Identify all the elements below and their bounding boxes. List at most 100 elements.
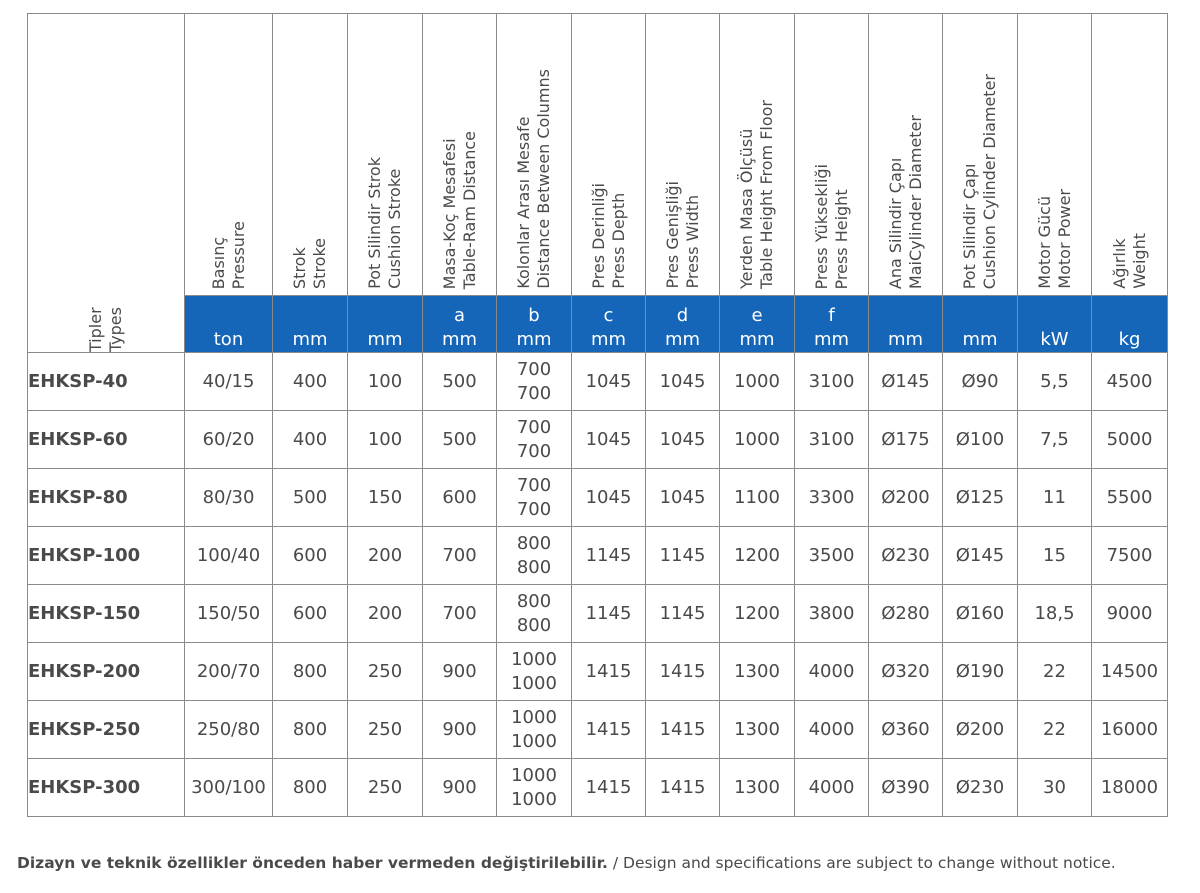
main-dia-cell: Ø175 <box>868 410 943 469</box>
weight-cell: 5000 <box>1091 410 1168 469</box>
table-row: EHKSP-80 80/30 500 150 600 700 700 1045 1045 1100… <box>27 468 1168 527</box>
column-distance-value: 700 <box>516 498 552 520</box>
header-tr: Strok <box>290 247 309 289</box>
weight-header: Ağırlık Weight <box>1091 13 1168 296</box>
e-cell: 1200 <box>719 526 795 585</box>
power-cell: 11 <box>1017 468 1092 527</box>
a-cell: 900 <box>422 758 497 817</box>
header-en: Cushion Stroke <box>385 168 404 289</box>
table-height-header: Yerden Masa Ölçüsü Table Height From Floo… <box>719 13 795 296</box>
unit-label: mm <box>292 329 328 350</box>
weight-cell: 7500 <box>1091 526 1168 585</box>
types-header-en: Types <box>106 306 125 352</box>
model-cell: EHKSP-150 <box>27 584 185 643</box>
unit-cell: ton <box>184 295 273 353</box>
stroke-cell: 400 <box>272 352 348 411</box>
cushion-dia-cell: Ø145 <box>942 526 1018 585</box>
e-cell: 1200 <box>719 584 795 643</box>
e-cell: 1100 <box>719 468 795 527</box>
c-cell: 1415 <box>571 642 646 701</box>
header-tr: Press Yüksekliği <box>811 163 831 289</box>
unit-cell: mm <box>868 295 943 353</box>
weight-cell: 18000 <box>1091 758 1168 817</box>
main-dia-cell: Ø360 <box>868 700 943 759</box>
header-tr: Ana Silindir Çapı <box>885 157 905 289</box>
cushion-dia-cell: Ø125 <box>942 468 1018 527</box>
d-cell: 1415 <box>645 700 720 759</box>
cushion-dia-cell: Ø160 <box>942 584 1018 643</box>
d-cell: 1415 <box>645 758 720 817</box>
power-cell: 18,5 <box>1017 584 1092 643</box>
c-cell: 1045 <box>571 352 646 411</box>
d-cell: 1145 <box>645 526 720 585</box>
press-height-header: Press Yüksekliği Press Height <box>794 13 869 296</box>
stroke-cell: 800 <box>272 700 348 759</box>
table-row: EHKSP-40 40/15 400 100 500 700 700 1045 1045 1000… <box>27 352 1168 411</box>
unit-label: mm <box>664 329 701 350</box>
power-cell: 7,5 <box>1017 410 1092 469</box>
pressure-cell: 60/20 <box>184 410 273 469</box>
header-tr: Pot Silindir Strok <box>365 157 384 289</box>
header-tr: Basınç <box>208 236 228 290</box>
unit-label: ton <box>213 329 244 350</box>
unit-label: kg <box>1118 329 1141 350</box>
f-cell: 4000 <box>794 642 869 701</box>
cushion-stroke-cell: 200 <box>347 526 423 585</box>
disclaimer-en: / Design and specifications are subject … <box>607 854 1116 872</box>
e-cell: 1300 <box>719 642 795 701</box>
unit-cell: b mm <box>496 295 572 353</box>
main-dia-cell: Ø280 <box>868 584 943 643</box>
main-dia-cell: Ø200 <box>868 468 943 527</box>
weight-cell: 5500 <box>1091 468 1168 527</box>
column-distance-cell: 700 700 <box>496 352 572 411</box>
d-cell: 1045 <box>645 410 720 469</box>
header-en: Press Depth <box>608 193 628 289</box>
e-cell: 1000 <box>719 352 795 411</box>
unit-cell: f mm <box>794 295 869 353</box>
weight-cell: 9000 <box>1091 584 1168 643</box>
column-distance-value: 1000 <box>511 788 557 810</box>
column-distance-value: 800 <box>516 532 552 554</box>
column-distance-value: 700 <box>516 416 552 438</box>
table-body: EHKSP-40 40/15 400 100 500 700 700 1045 1045 1000… <box>27 352 1168 817</box>
f-cell: 3100 <box>794 410 869 469</box>
header-en: Table Height From Floor <box>757 100 776 289</box>
unit-cell: a mm <box>422 295 497 353</box>
pressure-cell: 100/40 <box>184 526 273 585</box>
table-row: EHKSP-300 300/100 800 250 900 1000 1000 1415 141… <box>27 758 1168 817</box>
c-cell: 1145 <box>571 584 646 643</box>
unit-cell: kW <box>1017 295 1092 353</box>
specifications-table: Tipler Types Basınç Pressure Strok Stroke … <box>27 13 1168 817</box>
cushion-stroke-header: Pot Silindir Strok Cushion Stroke <box>347 13 423 296</box>
f-cell: 3100 <box>794 352 869 411</box>
pressure-cell: 80/30 <box>184 468 273 527</box>
d-cell: 1415 <box>645 642 720 701</box>
weight-cell: 16000 <box>1091 700 1168 759</box>
cushion-stroke-cell: 100 <box>347 352 423 411</box>
main-cylinder-diameter-header: Ana Silindir Çapı MaiCylinder Diameter <box>868 13 943 296</box>
c-cell: 1045 <box>571 410 646 469</box>
unit-letter: e <box>751 305 763 326</box>
model-cell: EHKSP-40 <box>27 352 185 411</box>
unit-label: mm <box>441 329 478 350</box>
unit-label: mm <box>962 329 998 350</box>
weight-cell: 4500 <box>1091 352 1168 411</box>
unit-cell: mm <box>347 295 423 353</box>
types-header-tr: Tipler <box>86 307 105 352</box>
cushion-stroke-cell: 250 <box>347 758 423 817</box>
unit-letter: a <box>453 305 466 326</box>
header-en: Press Width <box>682 195 702 289</box>
e-cell: 1000 <box>719 410 795 469</box>
header-tr: Kolonlar Arası Mesafe <box>514 116 533 289</box>
unit-label: mm <box>887 329 924 350</box>
unit-letter: f <box>828 305 835 326</box>
column-distance-cell: 700 700 <box>496 468 572 527</box>
f-cell: 4000 <box>794 700 869 759</box>
press-depth-header: Pres Derinliği Press Depth <box>571 13 646 296</box>
stroke-cell: 400 <box>272 410 348 469</box>
header-en: Motor Power <box>1054 189 1074 289</box>
stroke-cell: 500 <box>272 468 348 527</box>
column-distance-cell: 800 800 <box>496 584 572 643</box>
pressure-cell: 150/50 <box>184 584 273 643</box>
a-cell: 900 <box>422 642 497 701</box>
